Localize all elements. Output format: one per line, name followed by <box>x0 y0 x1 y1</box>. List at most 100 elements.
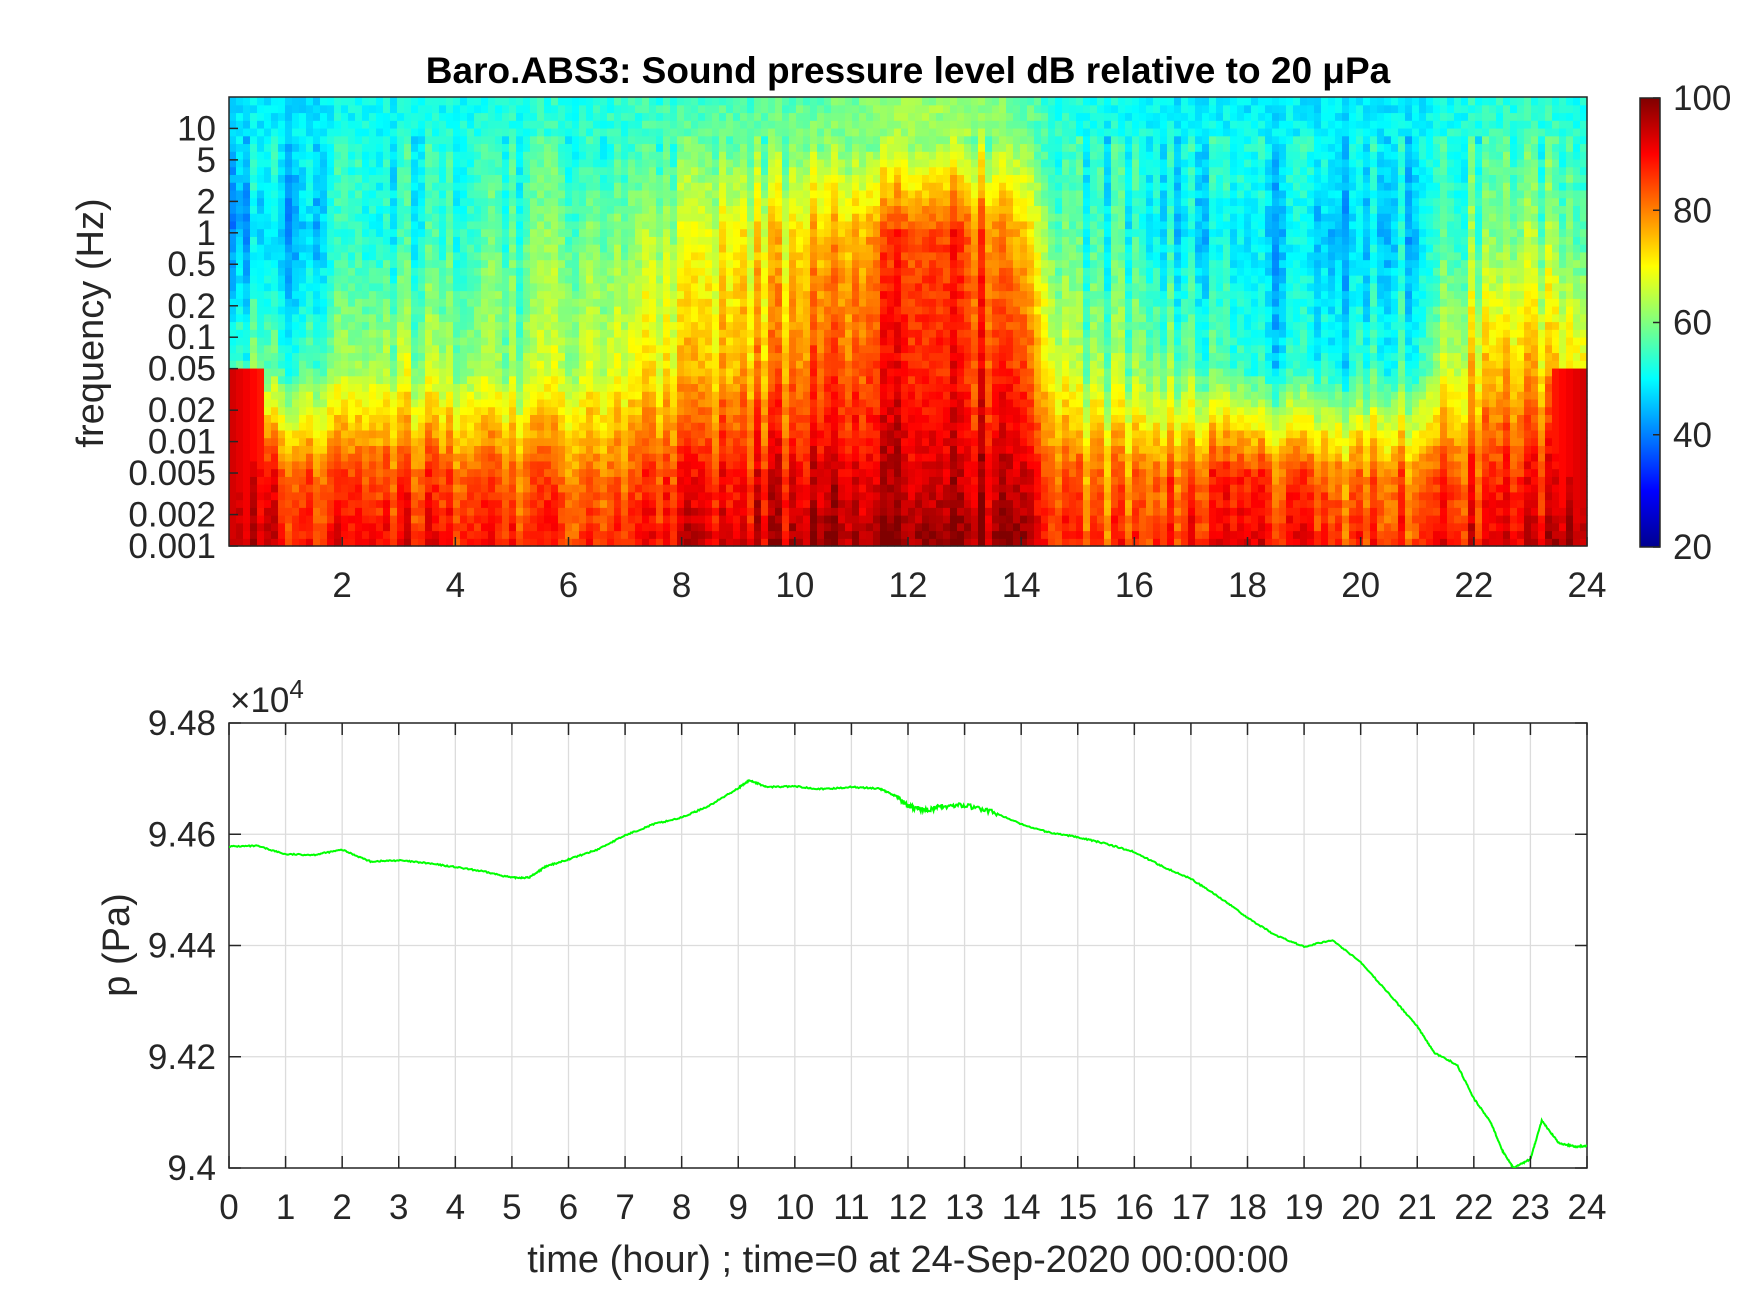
heatmap-cell <box>726 453 734 462</box>
heatmap-cell <box>635 104 643 114</box>
heatmap-cell <box>649 484 657 493</box>
heatmap-cell <box>425 112 433 121</box>
heatmap-cell <box>334 445 342 454</box>
heatmap-cell <box>579 530 587 539</box>
heatmap-cell <box>607 406 615 415</box>
heatmap-cell <box>635 158 643 168</box>
heatmap-cell <box>614 360 622 369</box>
heatmap-cell <box>278 189 286 199</box>
heatmap-cell <box>376 97 384 106</box>
heatmap-cell <box>495 306 503 315</box>
heatmap-cell <box>600 282 608 292</box>
heatmap-cell <box>446 453 454 462</box>
heatmap-cell <box>523 530 531 539</box>
heatmap-cell <box>418 166 426 176</box>
heatmap-cell <box>817 437 825 446</box>
heatmap-cell <box>523 414 531 423</box>
heatmap-cell <box>292 120 300 129</box>
heatmap-cell <box>803 182 811 191</box>
heatmap-cell <box>579 445 587 454</box>
heatmap-cell <box>243 313 251 323</box>
heatmap-cell <box>537 104 545 114</box>
heatmap-cell <box>789 166 797 176</box>
heatmap-cell <box>747 344 755 354</box>
heatmap-cell <box>460 367 468 377</box>
heatmap-cell <box>537 112 545 121</box>
heatmap-cell <box>250 127 258 137</box>
heatmap-cell <box>719 484 727 493</box>
heatmap-cell <box>586 460 594 470</box>
heatmap-cell <box>789 213 797 222</box>
heatmap-cell <box>523 437 531 446</box>
heatmap-cell <box>523 453 531 462</box>
heatmap-cell <box>369 298 377 307</box>
heatmap-cell <box>446 228 454 237</box>
heatmap-cell <box>334 158 342 168</box>
heatmap-cell <box>418 313 426 323</box>
heatmap-cell <box>369 205 377 214</box>
heatmap-cell <box>327 158 335 168</box>
heatmap-cell <box>376 220 384 230</box>
heatmap-cell <box>621 507 629 516</box>
heatmap-cell <box>635 182 643 191</box>
heatmap-cell <box>635 197 643 206</box>
heatmap-cell <box>236 244 244 253</box>
heatmap-cell <box>495 445 503 454</box>
heatmap-cell <box>516 251 524 261</box>
heatmap-cell <box>250 453 258 462</box>
heatmap-cell <box>327 437 335 446</box>
heatmap-cell <box>796 197 804 206</box>
heatmap-cell <box>726 491 734 501</box>
heatmap-cell <box>558 135 566 145</box>
heatmap-cell <box>698 112 706 121</box>
heatmap-cell <box>593 251 601 261</box>
heatmap-cell <box>607 460 615 470</box>
heatmap-cell <box>264 197 272 206</box>
heatmap-cell <box>257 422 265 431</box>
heatmap-cell <box>341 97 349 106</box>
heatmap-cell <box>600 166 608 176</box>
heatmap-cell <box>383 507 391 516</box>
heatmap-cell <box>474 507 482 516</box>
heatmap-cell <box>446 367 454 377</box>
heatmap-cell <box>684 538 692 547</box>
heatmap-cell <box>747 499 755 508</box>
heatmap-cell <box>698 244 706 253</box>
heatmap-cell <box>754 275 762 284</box>
heatmap-cell <box>768 97 776 106</box>
heatmap-cell <box>530 251 538 261</box>
heatmap-cell <box>495 97 503 106</box>
heatmap-cell <box>747 158 755 168</box>
heatmap-cell <box>551 453 559 462</box>
heatmap-cell <box>278 460 286 470</box>
heatmap-cell <box>313 453 321 462</box>
heatmap-cell <box>474 437 482 446</box>
heatmap-cell <box>796 429 804 439</box>
heatmap-cell <box>635 275 643 284</box>
heatmap-cell <box>684 166 692 176</box>
heatmap-cell <box>369 336 377 346</box>
heatmap-cell <box>411 182 419 191</box>
heatmap-cell <box>425 143 433 152</box>
heatmap-cell <box>817 522 825 532</box>
heatmap-cell <box>264 267 272 276</box>
heatmap-cell <box>656 491 664 501</box>
heatmap-cell <box>621 313 629 323</box>
heatmap-cell <box>551 530 559 539</box>
heatmap-cell <box>327 522 335 532</box>
heatmap-cell <box>817 259 825 268</box>
heatmap-cell <box>264 205 272 214</box>
heatmap-cell <box>558 414 566 423</box>
heatmap-cell <box>733 437 741 446</box>
heatmap-cell <box>481 151 489 160</box>
heatmap-cell <box>628 321 636 330</box>
heatmap-cell <box>712 329 720 338</box>
heatmap-cell <box>628 437 636 446</box>
heatmap-cell <box>509 360 517 369</box>
heatmap-cell <box>509 491 517 501</box>
heatmap-cell <box>383 213 391 222</box>
heatmap-cell <box>782 522 790 532</box>
heatmap-cell <box>530 174 538 183</box>
heatmap-cell <box>558 437 566 446</box>
heatmap-cell <box>313 344 321 354</box>
